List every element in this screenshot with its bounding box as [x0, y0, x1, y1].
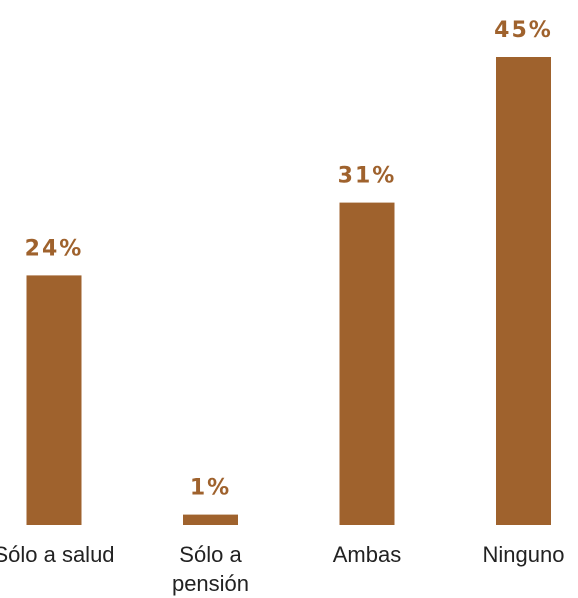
x-tick-label: Ninguno: [482, 542, 565, 567]
bar: [496, 57, 551, 525]
x-tick-label: Ambas: [332, 542, 402, 567]
x-tick-label: Sólo a salud: [0, 542, 115, 567]
bar: [339, 202, 395, 525]
value-label: 45%: [494, 18, 553, 43]
value-label: 24%: [25, 236, 84, 261]
x-tick-label: Sólo a pensión: [171, 542, 250, 596]
value-label: 1%: [190, 476, 231, 501]
bar: [183, 514, 238, 525]
value-label: 31%: [338, 164, 397, 189]
bar: [26, 275, 82, 525]
